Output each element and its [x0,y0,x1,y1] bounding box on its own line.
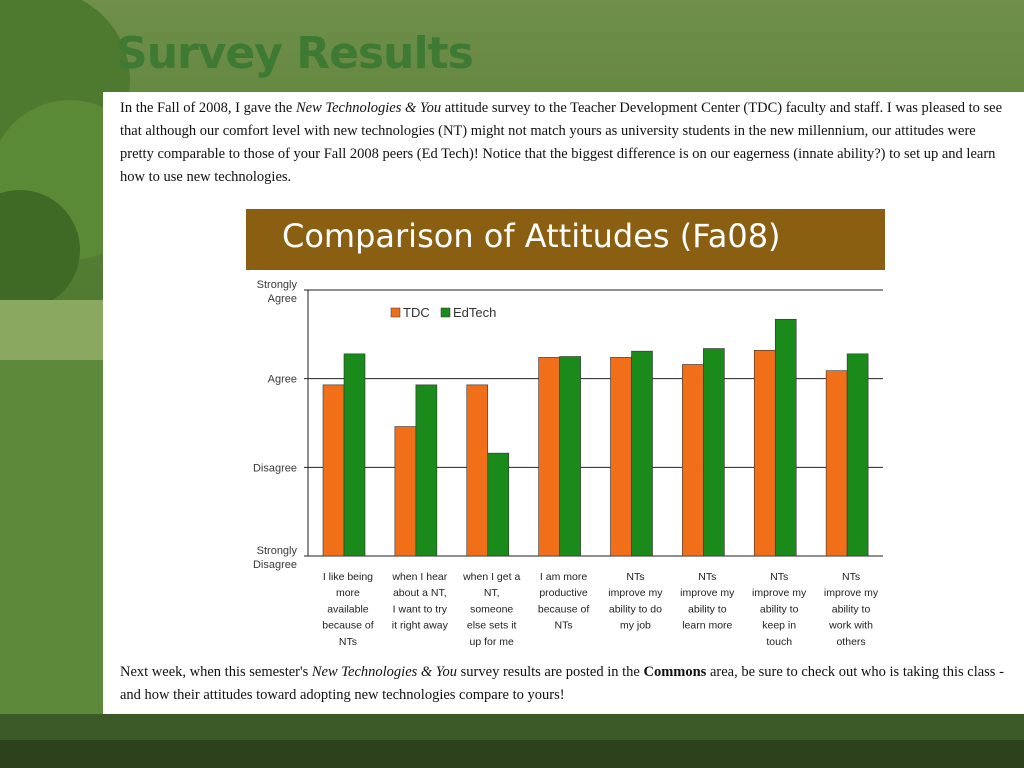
bar-tdc [682,364,704,557]
y-tick-label: Agree [268,374,297,386]
x-tick-label: I like being more available because of NTs [322,571,373,648]
x-tick-label: when I hear about a NT, I want to try it ri… [391,571,448,632]
chart-title: Comparison of Attitudes (Fa08) [282,217,781,255]
content-panel: In the Fall of 2008, I gave the New Tech… [103,92,1024,714]
bar-tdc [322,384,345,557]
bar-tdc [825,370,848,557]
bar-tdc [394,426,417,557]
intro-survey-name: New Technologies & You [295,100,442,116]
legend-swatch-tdc [390,307,401,318]
intro-text-2: attitude survey to the Teacher Developme… [120,100,1003,185]
commons-label: Commons [643,664,707,680]
bar-edtech [631,350,653,557]
y-tick-label: Disagree [253,462,297,474]
outro-text-2: survey results are posted in the [457,664,644,680]
x-tick-label: I am more productive because of NTs [538,571,589,632]
x-tick-label: NTs improve my ability to do my job [608,571,663,632]
bar-tdc [610,357,632,557]
bar-edtech [559,356,581,557]
outro-paragraph: Next week, when this semester's New Tech… [120,661,1010,707]
x-tick-label: NTs improve my ability to keep in touch [752,571,807,648]
legend-swatch-edtech [440,307,451,318]
bar-edtech [774,318,797,557]
slide-title: Survey Results [116,28,474,79]
x-tick-label: NTs improve my ability to learn more [680,571,735,632]
bar-edtech [343,353,366,557]
bar-tdc [753,349,776,557]
intro-text-1: In the Fall of 2008, I gave the [120,100,296,116]
y-tick-label: Strongly Disagree [253,545,298,571]
bar-edtech [846,353,869,557]
attitudes-bar-chart: Strongly Disagree Disagree Agree Strongly Agr… [253,279,883,648]
y-tick-label: Strongly Agree [257,279,298,305]
bar-tdc [466,384,489,557]
x-tick-label: NTs improve my ability to work with others [824,571,879,648]
legend-label-tdc: TDC [403,305,430,320]
chart-title-banner: Comparison of Attitudes (Fa08) [246,209,885,270]
intro-paragraph: In the Fall of 2008, I gave the New Tech… [120,97,1010,189]
x-tick-label: when I get a NT, someone else sets it up for… [462,571,520,648]
outro-survey-name: New Technologies & You [311,664,458,680]
outro-text-1: Next week, when this semester's [120,664,312,680]
bar-edtech [487,452,510,557]
legend-label-edtech: EdTech [453,305,496,320]
bar-edtech [415,384,438,557]
bar-tdc [538,357,560,557]
bar-edtech [703,348,725,557]
outro-text-3: area, be sure to check out who is taking… [120,664,1004,703]
